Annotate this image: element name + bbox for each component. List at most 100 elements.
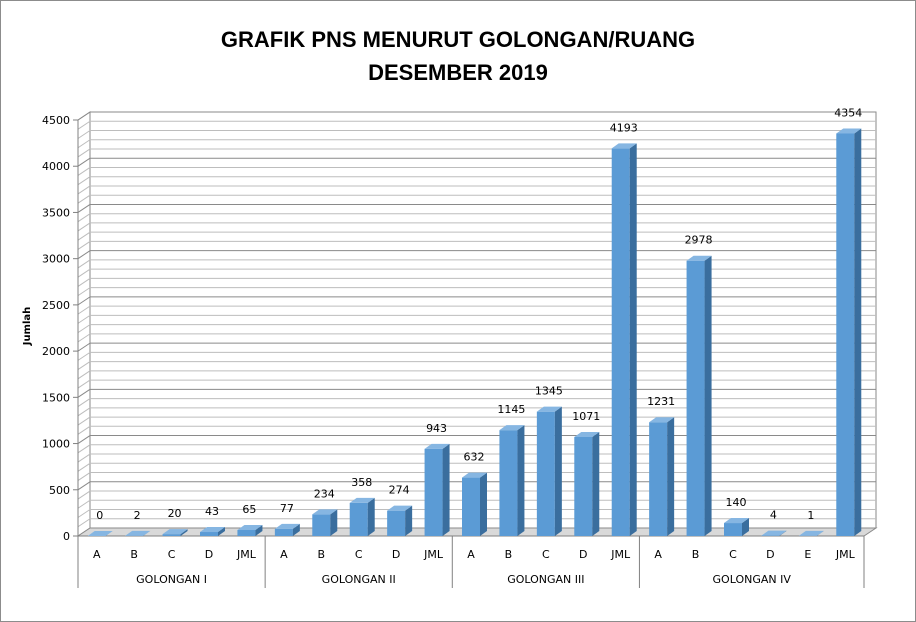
data-label: 1	[807, 509, 814, 522]
gridline-minor-side	[77, 213, 91, 223]
gridline-minor-side	[77, 139, 91, 149]
gridline-minor-side	[77, 490, 91, 500]
bar	[798, 530, 824, 536]
bar	[87, 531, 113, 536]
bar-side	[592, 431, 600, 536]
bar-top	[836, 128, 862, 134]
bar	[724, 518, 749, 536]
data-label: 2978	[685, 234, 713, 247]
y-tick-label: 0	[63, 530, 70, 543]
bar-front	[424, 448, 443, 536]
bar-top	[87, 531, 113, 536]
group-label: GOLONGAN II	[322, 573, 396, 586]
bar-front	[462, 477, 480, 536]
gridline-minor-side	[77, 167, 91, 176]
bar-top	[649, 417, 675, 423]
bar	[237, 524, 263, 536]
bar-side	[554, 406, 562, 536]
bar	[761, 530, 787, 536]
x-tick-label: B	[130, 548, 138, 561]
bar	[312, 509, 338, 536]
bar-top	[387, 505, 413, 511]
y-tick-label: 3000	[42, 253, 70, 266]
bar-front	[836, 133, 855, 536]
gridline-major-side	[77, 250, 91, 260]
x-tick-label: A	[467, 548, 475, 561]
data-label: 358	[351, 476, 372, 489]
x-tick-label: E	[804, 548, 811, 561]
bar-side	[480, 472, 487, 536]
group-label: GOLONGAN IV	[713, 573, 792, 586]
data-label: 274	[389, 484, 410, 497]
gridline-minor-side	[77, 324, 91, 334]
data-label: 4354	[834, 106, 862, 119]
bar-side	[143, 530, 151, 536]
y-tick-label: 4500	[42, 114, 70, 127]
gridline-minor-side	[77, 472, 91, 481]
bar-top	[200, 527, 225, 533]
bar	[836, 128, 862, 536]
data-label: 1145	[497, 403, 525, 416]
gridline-minor-side	[77, 185, 91, 195]
x-tick-label: D	[205, 548, 213, 561]
bar	[424, 443, 450, 536]
bar	[274, 523, 300, 536]
bar	[200, 527, 225, 536]
bar-top	[611, 143, 637, 149]
bar-front	[611, 148, 630, 537]
bar-front	[536, 411, 555, 536]
bar-top	[574, 431, 600, 437]
bar-top	[312, 509, 338, 515]
group-label: GOLONGAN I	[136, 573, 207, 586]
data-label: 4	[770, 509, 777, 522]
x-tick-label: A	[280, 548, 288, 561]
gridline-minor-side	[77, 453, 91, 463]
y-tick-label: 500	[49, 484, 70, 497]
x-tick-label: C	[355, 548, 363, 561]
gridline-major-side	[77, 296, 91, 306]
x-tick-label: B	[692, 548, 700, 561]
bar-side	[367, 497, 375, 536]
bar	[536, 406, 562, 536]
bar	[686, 255, 712, 536]
x-tick-label: B	[505, 548, 513, 561]
bar-top	[761, 530, 787, 536]
bar-side	[330, 509, 338, 536]
gridline-major-side	[77, 342, 91, 352]
data-label: 140	[726, 496, 747, 509]
bar-top	[349, 497, 375, 503]
x-tick-label: JML	[423, 548, 444, 561]
bar-front	[349, 502, 368, 536]
bar-front	[724, 523, 742, 536]
bar-side	[292, 523, 300, 536]
gridline-minor-side	[77, 222, 91, 232]
x-tick-label: JML	[835, 548, 856, 561]
bar-front	[237, 529, 256, 536]
axis-layer: 0 500 1000 1500 2000 2500 3000 3500 4000 4500 A B C D…	[42, 114, 865, 588]
bar-side	[405, 505, 413, 536]
bar	[462, 472, 487, 536]
x-tick-label: B	[318, 548, 326, 561]
bar-top	[499, 425, 525, 431]
data-label: 0	[96, 509, 103, 522]
gridline-minor-side	[77, 379, 91, 389]
bar-side	[255, 524, 263, 536]
bar-layer	[87, 128, 862, 537]
bar	[649, 417, 675, 536]
bar-front	[649, 422, 668, 536]
y-tick-label: 4000	[42, 160, 70, 173]
bar-front	[499, 430, 518, 536]
x-tick-label: JML	[610, 548, 631, 561]
gridline-minor-side	[77, 194, 91, 204]
y-tick-label: 1500	[42, 391, 70, 404]
label-layer: 0 2 20 43 65 77 234 358 274 943 632 1145 1345 1071 419…	[96, 106, 862, 522]
gridline-major-side	[77, 481, 91, 491]
data-label: 1345	[535, 385, 563, 398]
gridline-minor-side	[77, 370, 91, 380]
data-label: 1231	[647, 395, 675, 408]
x-tick-label: C	[168, 548, 176, 561]
bar-side	[704, 255, 712, 536]
gridline-minor-side	[77, 509, 91, 518]
data-label: 943	[426, 422, 447, 435]
gridline-minor-side	[77, 416, 91, 426]
